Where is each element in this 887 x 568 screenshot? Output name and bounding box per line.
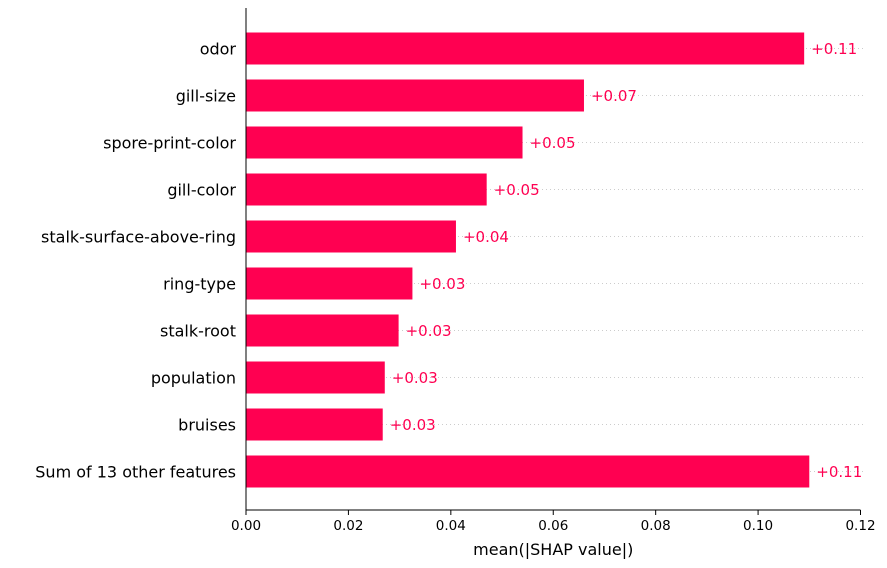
x-tick-label: 0.06 (538, 518, 568, 534)
x-tick-label: 0.10 (743, 518, 773, 534)
x-tick-label: 0.00 (231, 518, 261, 534)
value-label: +0.11 (816, 463, 862, 481)
bar-stalk-root (246, 314, 399, 347)
bar-odor (246, 32, 805, 65)
category-label: Sum of 13 other features (35, 463, 236, 482)
bar-bruises (246, 408, 383, 441)
value-label: +0.03 (419, 275, 465, 293)
category-label: stalk-surface-above-ring (41, 228, 236, 247)
bar-population (246, 361, 385, 394)
bar-spore-print-color (246, 126, 523, 159)
category-labels: odor gill-size spore-print-color gill-color… (35, 40, 236, 482)
x-axis-title: mean(|SHAP value|) (473, 540, 633, 559)
category-label: bruises (178, 416, 236, 435)
value-label: +0.04 (463, 228, 509, 246)
category-label: ring-type (163, 275, 236, 294)
category-label: population (151, 369, 236, 388)
category-label: stalk-root (160, 322, 236, 341)
value-label: +0.03 (392, 369, 438, 387)
category-label: gill-color (167, 181, 236, 200)
bar-stalk-surface-above-ring (246, 220, 456, 253)
category-label: spore-print-color (103, 134, 236, 153)
bar-ring-type (246, 267, 413, 300)
x-tick-label: 0.04 (436, 518, 466, 534)
bars (246, 32, 810, 488)
x-tick-label: 0.02 (333, 518, 363, 534)
value-label: +0.07 (591, 87, 637, 105)
bar-gill-color (246, 173, 487, 206)
value-label: +0.05 (530, 134, 576, 152)
bar-sum-of-13-other-features (246, 455, 810, 488)
guide-lines (246, 48, 865, 472)
x-ticks: 0.00 0.02 0.04 0.06 0.08 0.10 0.12 (231, 510, 876, 534)
category-label: gill-size (176, 87, 236, 106)
value-label: +0.11 (811, 40, 857, 58)
x-tick-label: 0.08 (641, 518, 671, 534)
x-tick-label: 0.12 (845, 518, 875, 534)
value-labels: +0.11 +0.07 +0.05 +0.05 +0.04 +0.03 +0.03 +0.03… (390, 40, 863, 481)
value-label: +0.05 (494, 181, 540, 199)
category-label: odor (200, 40, 237, 59)
bar-gill-size (246, 79, 584, 112)
value-label: +0.03 (406, 322, 452, 340)
value-label: +0.03 (390, 416, 436, 434)
